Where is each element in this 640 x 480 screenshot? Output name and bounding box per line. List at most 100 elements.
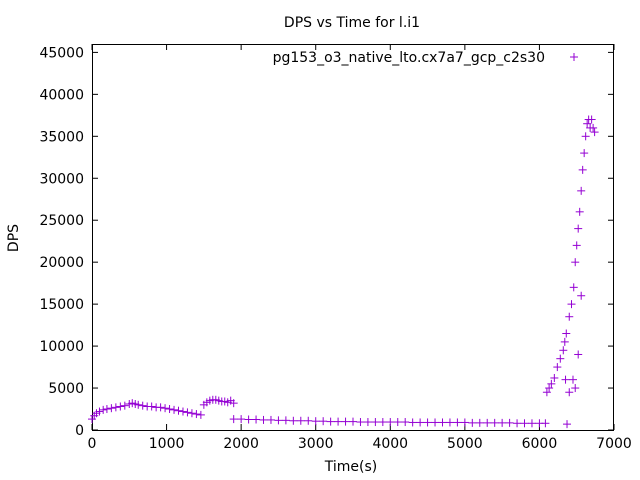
data-point xyxy=(363,418,372,427)
data-point xyxy=(120,401,129,410)
data-point xyxy=(468,418,477,427)
data-point xyxy=(590,128,599,137)
data-point xyxy=(577,291,586,300)
data-point xyxy=(349,417,357,426)
data-point xyxy=(196,410,205,419)
data-point xyxy=(565,388,574,397)
data-point xyxy=(289,416,298,425)
data-point xyxy=(229,415,238,424)
y-tick-label: 15000 xyxy=(39,297,84,313)
data-point xyxy=(99,405,108,414)
y-axis-label: DPS xyxy=(6,224,22,252)
data-point xyxy=(107,404,116,413)
data-point xyxy=(408,418,417,427)
data-point xyxy=(542,388,551,397)
x-axis-ticks: 0 1000 2000 3000 4000 5000 6000 7000 xyxy=(88,44,632,452)
data-point xyxy=(304,416,313,425)
data-point xyxy=(259,415,268,424)
data-point xyxy=(475,418,484,427)
data-point xyxy=(156,403,165,412)
data-point xyxy=(111,403,120,412)
data-point xyxy=(178,407,187,416)
x-axis-label: Time(s) xyxy=(324,459,377,475)
data-point xyxy=(580,149,589,158)
data-point xyxy=(371,418,380,427)
data-point xyxy=(498,418,507,427)
plot-border xyxy=(92,44,614,431)
data-point xyxy=(134,400,143,409)
data-point xyxy=(547,379,556,388)
plot-frame xyxy=(92,44,614,431)
data-point xyxy=(102,405,111,414)
data-point xyxy=(274,416,283,425)
x-tick-label: 6000 xyxy=(522,436,558,452)
data-point xyxy=(431,418,440,427)
data-point xyxy=(550,373,559,382)
data-point xyxy=(147,402,156,411)
data-point xyxy=(513,419,522,428)
data-point xyxy=(556,354,565,363)
y-tick-label: 0 xyxy=(75,423,84,439)
legend-marker xyxy=(570,53,578,61)
y-tick-label: 35000 xyxy=(39,129,84,145)
data-point xyxy=(559,346,568,355)
data-point xyxy=(237,415,246,424)
data-point xyxy=(563,420,572,429)
data-point xyxy=(589,123,598,132)
x-tick-label: 0 xyxy=(88,436,97,452)
data-point xyxy=(161,404,170,413)
data-point xyxy=(569,283,578,292)
data-point xyxy=(571,258,580,267)
data-point xyxy=(574,350,583,359)
data-point xyxy=(583,119,592,128)
data-point xyxy=(483,418,492,427)
data-point xyxy=(567,300,576,309)
data-point xyxy=(561,375,570,384)
y-tick-label: 30000 xyxy=(39,171,84,187)
y-axis-ticks: 0 5000 10000 15000 20000 25000 30000 35000 40000… xyxy=(39,45,614,439)
data-point xyxy=(562,329,571,338)
data-point xyxy=(192,410,201,419)
data-point xyxy=(296,416,305,425)
data-point xyxy=(266,415,275,424)
data-point xyxy=(572,241,581,250)
data-point xyxy=(577,186,586,195)
data-point xyxy=(183,408,192,417)
data-point xyxy=(423,418,432,427)
data-point xyxy=(571,384,580,393)
data-point xyxy=(116,402,125,411)
data-point xyxy=(341,417,350,426)
y-tick-label: 40000 xyxy=(39,87,84,103)
x-tick-label: 1000 xyxy=(149,436,185,452)
legend-label: pg153_o3_native_lto.cx7a7_gcp_c2s30 xyxy=(273,50,545,66)
data-point xyxy=(378,418,387,427)
y-tick-label: 20000 xyxy=(39,255,84,271)
data-point xyxy=(460,418,469,427)
data-point xyxy=(229,399,238,408)
data-point xyxy=(174,406,183,415)
data-point xyxy=(581,132,590,141)
chart-title: DPS vs Time for l.i1 xyxy=(284,15,420,31)
data-point xyxy=(334,417,343,426)
data-point xyxy=(88,415,96,424)
data-point xyxy=(416,418,425,427)
data-point xyxy=(505,418,514,427)
x-tick-label: 7000 xyxy=(596,436,632,452)
legend-marker-symbol xyxy=(570,53,578,61)
data-point xyxy=(244,415,253,424)
data-point xyxy=(252,415,261,424)
data-point xyxy=(445,418,454,427)
data-point xyxy=(356,418,365,427)
data-point xyxy=(565,312,574,321)
data-point xyxy=(95,407,104,416)
data-point xyxy=(170,405,179,414)
data-point xyxy=(574,224,583,233)
data-point xyxy=(587,115,596,124)
data-point xyxy=(393,418,402,427)
data-point xyxy=(319,417,328,426)
data-point xyxy=(453,418,462,427)
data-point xyxy=(187,409,196,418)
data-point xyxy=(165,405,174,414)
y-tick-label: 25000 xyxy=(39,213,84,229)
